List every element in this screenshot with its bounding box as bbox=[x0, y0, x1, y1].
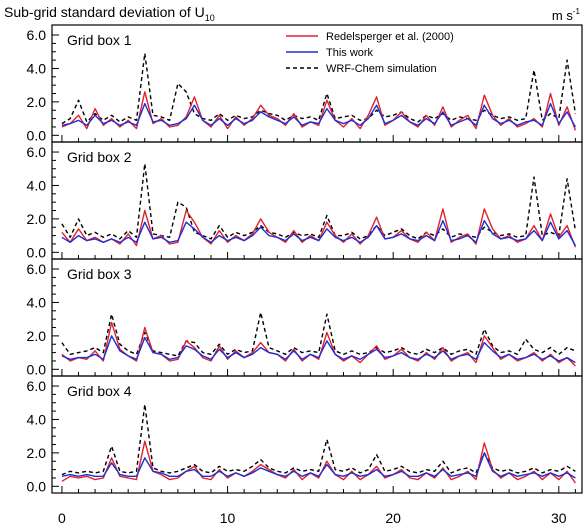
panel-label: Grid box 4 bbox=[67, 383, 132, 399]
y-tick-label: 2.0 bbox=[27, 211, 47, 227]
y-tick-label: 6.0 bbox=[27, 144, 47, 160]
series-line-wrf-chem-simulation bbox=[61, 52, 577, 125]
legend-label: WRF-Chem simulation bbox=[326, 63, 437, 75]
x-tick-label: 30 bbox=[551, 510, 567, 526]
series-line-redelsperger-et-al-2000 bbox=[61, 440, 576, 484]
panel-1: 0.0 2.0 4.0 6.0 Grid box 1 bbox=[27, 24, 583, 143]
panel-frame bbox=[51, 375, 583, 494]
panel-3: 0.0 2.0 4.0 6.0 Grid box 3 bbox=[27, 258, 583, 377]
y-tick-label: 0.0 bbox=[27, 244, 47, 260]
y-tick-label: 2.0 bbox=[27, 94, 47, 110]
panels: 0.0 2.0 4.0 6.0 Grid box 1 0.0 2.0 4.0 6.0 Grid b… bbox=[27, 24, 583, 526]
series-line-wrf-chem-simulation bbox=[61, 162, 577, 240]
y-tick-label: 4.0 bbox=[27, 294, 47, 310]
figure-units: m s-1 bbox=[552, 7, 581, 23]
legend-label: This work bbox=[326, 47, 374, 59]
series-line-redelsperger-et-al-2000 bbox=[61, 321, 576, 367]
y-tick-label: 0.0 bbox=[27, 127, 47, 143]
y-tick-label: 4.0 bbox=[27, 177, 47, 193]
panel-2: 0.0 2.0 4.0 6.0 Grid box 2 bbox=[27, 141, 583, 260]
x-tick-label: 20 bbox=[385, 510, 401, 526]
series-line-this-work bbox=[61, 335, 576, 364]
series-line-this-work bbox=[61, 102, 577, 128]
y-tick-label: 0.0 bbox=[27, 361, 47, 377]
y-tick-label: 6.0 bbox=[27, 378, 47, 394]
legend-label: Redelsperger et al. (2000) bbox=[326, 31, 454, 43]
series-line-wrf-chem-simulation bbox=[61, 403, 576, 476]
series-line-this-work bbox=[61, 219, 577, 246]
series-line-redelsperger-et-al-2000 bbox=[61, 91, 577, 131]
y-tick-label: 2.0 bbox=[27, 445, 47, 461]
y-tick-label: 6.0 bbox=[27, 261, 47, 277]
y-tick-label: 0.0 bbox=[27, 478, 47, 494]
figure-title: Sub-grid standard deviation of U10 bbox=[4, 4, 215, 23]
panel-4: 0.0 2.0 4.0 6.0 Grid box 4 bbox=[27, 375, 583, 494]
panel-label: Grid box 2 bbox=[67, 149, 132, 165]
panel-label: Grid box 3 bbox=[67, 266, 132, 282]
y-tick-label: 6.0 bbox=[27, 27, 47, 43]
y-tick-label: 4.0 bbox=[27, 60, 47, 76]
y-tick-label: 4.0 bbox=[27, 411, 47, 427]
panel-label: Grid box 1 bbox=[67, 32, 132, 48]
series-line-wrf-chem-simulation bbox=[61, 311, 576, 357]
series-line-this-work bbox=[61, 452, 576, 479]
x-tick-label: 0 bbox=[58, 510, 66, 526]
x-tick-label: 10 bbox=[220, 510, 236, 526]
y-tick-label: 2.0 bbox=[27, 328, 47, 344]
legend: Redelsperger et al. (2000) This work WRF-C… bbox=[286, 31, 454, 75]
